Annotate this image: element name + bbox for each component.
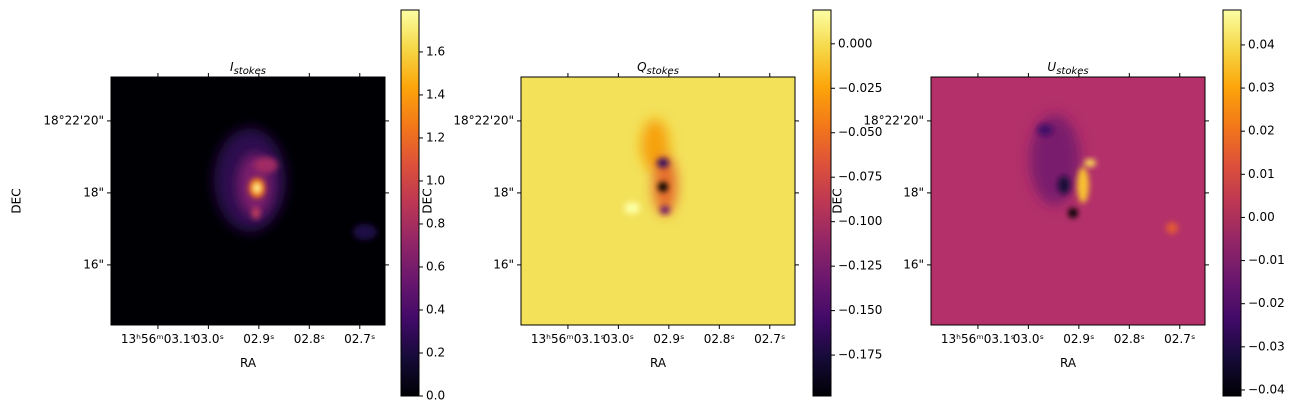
x-axis-label: RA xyxy=(650,356,667,370)
colorbar-tick-label: 0.8 xyxy=(426,216,445,230)
x-tick-label: 02.7ˢ xyxy=(1164,332,1195,346)
y-tick-label: 18" xyxy=(903,185,924,199)
colorbar-tick-label: −0.100 xyxy=(838,214,882,228)
colorbar xyxy=(400,9,420,397)
x-tick-label: 02.7ˢ xyxy=(344,332,375,346)
x-tick-label: 02.7ˢ xyxy=(754,332,785,346)
panel-title: Istokes xyxy=(230,60,266,77)
colorbar-tick-label: 0.01 xyxy=(1248,167,1275,181)
colorbar-tick-label: 0.000 xyxy=(838,36,872,50)
x-axis-label: RA xyxy=(240,356,257,370)
colorbar-tick-label: 0.6 xyxy=(426,259,445,273)
title-main: U xyxy=(1047,60,1056,74)
x-tick-label: 13ʰ56ᵐ03.1ˢ xyxy=(941,332,1015,346)
y-tick-label: 18°22'20" xyxy=(863,113,924,127)
panel-title: Qstokes xyxy=(637,60,679,77)
title-sub: stokes xyxy=(1056,66,1088,77)
colorbar-tick-label: −0.075 xyxy=(838,170,882,184)
image-u xyxy=(931,77,1205,325)
x-tick-label: 03.0ˢ xyxy=(1013,332,1044,346)
colorbar-tick-label: −0.04 xyxy=(1248,382,1285,396)
y-tick-label: 18" xyxy=(493,185,514,199)
y-axis-label: DEC xyxy=(831,188,845,213)
x-tick-label: 02.9ˢ xyxy=(653,332,684,346)
axes-frame xyxy=(930,76,1206,326)
y-axis-label: DEC xyxy=(10,188,24,213)
colorbar-tick-label: 1.4 xyxy=(426,87,445,101)
title-main: Q xyxy=(637,60,646,74)
x-tick-label: 02.9ˢ xyxy=(1063,332,1094,346)
x-tick-label: 13ʰ56ᵐ03.1ˢ xyxy=(531,332,605,346)
image-i xyxy=(111,77,385,325)
x-tick-label: 02.8ˢ xyxy=(704,332,735,346)
x-tick-label: 03.0ˢ xyxy=(193,332,224,346)
colorbar-tick-label: −0.025 xyxy=(838,81,882,95)
x-tick-label: 02.8ˢ xyxy=(1114,332,1145,346)
x-tick-label: 03.0ˢ xyxy=(603,332,634,346)
axes-frame xyxy=(520,76,796,326)
y-tick-label: 18°22'20" xyxy=(43,113,104,127)
colorbar-tick-label: 0.0 xyxy=(426,389,445,403)
colorbar-tick-label: 0.2 xyxy=(426,345,445,359)
title-sub: stokes xyxy=(234,66,266,77)
x-axis-label: RA xyxy=(1060,356,1077,370)
colorbar-tick-label: 1.6 xyxy=(426,44,445,58)
panel-title: Ustokes xyxy=(1047,60,1088,77)
colorbar-tick-label: −0.01 xyxy=(1248,253,1285,267)
colorbar-tick-label: 1.2 xyxy=(426,130,445,144)
y-tick-label: 18°22'20" xyxy=(453,113,514,127)
x-tick-label: 02.8ˢ xyxy=(294,332,325,346)
x-tick-label: 13ʰ56ᵐ03.1ˢ xyxy=(121,332,195,346)
colorbar-tick-label: −0.150 xyxy=(838,303,882,317)
colorbar-tick-label: −0.03 xyxy=(1248,339,1285,353)
colorbar-tick-label: 0.4 xyxy=(426,302,445,316)
colorbar-tick-label: 0.02 xyxy=(1248,124,1275,138)
y-tick-label: 16" xyxy=(493,257,514,271)
axes-frame xyxy=(110,76,386,326)
image-q xyxy=(521,77,795,325)
colorbar-tick-label: 0.00 xyxy=(1248,210,1275,224)
colorbar xyxy=(812,9,832,397)
y-tick-label: 16" xyxy=(83,257,104,271)
colorbar-tick-label: −0.125 xyxy=(838,259,882,273)
colorbar xyxy=(1222,9,1242,397)
colorbar-tick-label: −0.050 xyxy=(838,125,882,139)
title-main: I xyxy=(230,60,234,74)
x-tick-label: 02.9ˢ xyxy=(243,332,274,346)
colorbar-tick-label: −0.02 xyxy=(1248,296,1285,310)
y-tick-label: 16" xyxy=(903,257,924,271)
colorbar-tick-label: 1.0 xyxy=(426,173,445,187)
colorbar-tick-label: 0.03 xyxy=(1248,81,1275,95)
colorbar-tick-label: 0.04 xyxy=(1248,37,1275,51)
title-sub: stokes xyxy=(647,66,679,77)
colorbar-tick-label: −0.175 xyxy=(838,348,882,362)
y-tick-label: 18" xyxy=(83,185,104,199)
y-axis-label: DEC xyxy=(421,188,435,213)
